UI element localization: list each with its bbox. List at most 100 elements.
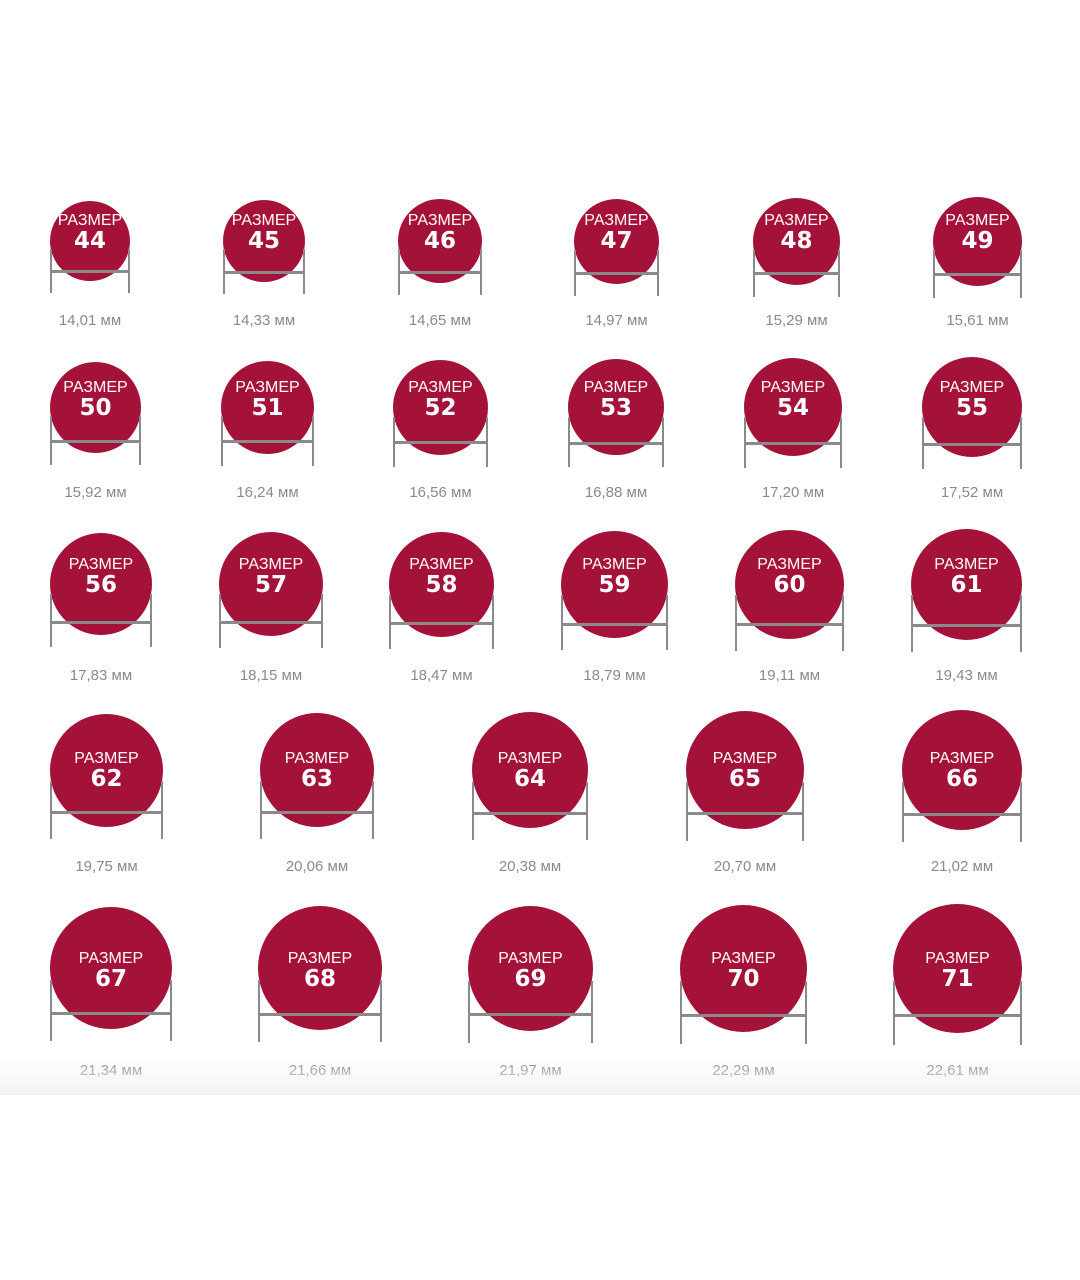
diameter-ruler-tick-left bbox=[744, 417, 746, 468]
size-number: 56 bbox=[84, 571, 117, 598]
size-number: 63 bbox=[300, 765, 333, 792]
diameter-label: 16,24 мм bbox=[236, 484, 299, 501]
size-text-group: РАЗМЕР 44 bbox=[58, 212, 122, 253]
diameter-ruler-line bbox=[911, 624, 1022, 627]
diameter-label: 19,75 мм bbox=[75, 858, 138, 875]
diameter-ruler-tick-right bbox=[1020, 595, 1022, 652]
diameter-ruler-line bbox=[50, 440, 141, 443]
size-text-group: РАЗМЕР 62 bbox=[74, 750, 138, 791]
size-circle: РАЗМЕР 71 bbox=[893, 904, 1022, 1033]
diameter-ruler-line bbox=[574, 272, 659, 275]
size-text-group: РАЗМЕР 71 bbox=[925, 950, 989, 991]
size-number: 62 bbox=[90, 766, 123, 792]
diameter-ruler-tick-left bbox=[472, 782, 474, 840]
diameter-ruler-line bbox=[50, 1012, 172, 1015]
size-number: 71 bbox=[941, 966, 974, 992]
diameter-ruler-line bbox=[735, 623, 844, 626]
size-word: РАЗМЕР bbox=[498, 950, 563, 967]
size-number: 48 bbox=[780, 228, 813, 254]
diameter-label: 20,06 мм bbox=[285, 858, 349, 875]
size-number: 65 bbox=[728, 765, 761, 792]
size-number: 45 bbox=[247, 227, 280, 254]
size-circle: РАЗМЕР 49 bbox=[933, 197, 1022, 286]
diameter-ruler-tick-right bbox=[842, 595, 844, 651]
size-word: РАЗМЕР bbox=[760, 378, 826, 396]
diameter-ruler-tick-right bbox=[802, 782, 804, 841]
diameter-ruler-tick-right bbox=[372, 781, 374, 839]
size-circle: РАЗМЕР 56 bbox=[50, 533, 152, 635]
size-word: РАЗМЕР bbox=[925, 950, 990, 967]
size-text-group: РАЗМЕР 45 bbox=[232, 212, 296, 253]
diameter-ruler-tick-right bbox=[150, 594, 152, 647]
diameter-ruler-tick-left bbox=[468, 981, 470, 1043]
diameter-label: 16,88 мм bbox=[584, 484, 648, 501]
diameter-label: 21,02 мм bbox=[930, 858, 994, 875]
size-text-group: РАЗМЕР 58 bbox=[409, 556, 473, 597]
diameter-ruler-line bbox=[922, 443, 1022, 446]
size-word: РАЗМЕР bbox=[407, 211, 473, 229]
size-text-group: РАЗМЕР 64 bbox=[498, 750, 562, 791]
size-word: РАЗМЕР bbox=[63, 379, 128, 396]
size-word: РАЗМЕР bbox=[939, 378, 1005, 396]
size-text-group: РАЗМЕР 49 bbox=[945, 212, 1009, 253]
diameter-label: 19,43 мм bbox=[935, 667, 998, 684]
size-circle: РАЗМЕР 59 bbox=[561, 531, 668, 638]
size-circle: РАЗМЕР 47 bbox=[574, 199, 659, 284]
diameter-ruler-tick-right bbox=[1020, 782, 1022, 842]
size-word: РАЗМЕР bbox=[757, 556, 822, 573]
size-text-group: РАЗМЕР 68 bbox=[288, 950, 352, 991]
diameter-ruler-tick-right bbox=[657, 250, 659, 296]
diameter-ruler-tick-right bbox=[666, 595, 668, 650]
diameter-ruler-tick-left bbox=[680, 981, 682, 1044]
diameter-ruler-tick-right bbox=[662, 417, 664, 467]
size-text-group: РАЗМЕР 48 bbox=[764, 212, 828, 253]
diameter-ruler-line bbox=[468, 1013, 593, 1016]
size-circle: РАЗМЕР 65 bbox=[686, 711, 804, 829]
diameter-ruler-tick-left bbox=[902, 782, 904, 842]
diameter-ruler-line bbox=[219, 621, 323, 624]
diameter-ruler-line bbox=[260, 811, 374, 814]
size-text-group: РАЗМЕР 54 bbox=[761, 379, 825, 420]
size-number: 69 bbox=[514, 966, 547, 992]
diameter-ruler-tick-left bbox=[219, 594, 221, 648]
size-text-group: РАЗМЕР 67 bbox=[79, 950, 143, 991]
diameter-label: 14,65 мм bbox=[408, 312, 472, 329]
diameter-label: 14,33 мм bbox=[232, 312, 296, 329]
size-number: 58 bbox=[425, 572, 458, 598]
size-text-group: РАЗМЕР 65 bbox=[713, 750, 777, 791]
size-word: РАЗМЕР bbox=[74, 750, 139, 767]
size-circle: РАЗМЕР 70 bbox=[680, 905, 807, 1032]
diameter-ruler-tick-right bbox=[1020, 250, 1022, 298]
size-circle: РАЗМЕР 60 bbox=[735, 530, 844, 639]
diameter-ruler-tick-left bbox=[50, 249, 52, 293]
size-text-group: РАЗМЕР 63 bbox=[285, 750, 349, 791]
diameter-ruler-tick-left bbox=[398, 249, 400, 295]
size-circle: РАЗМЕР 53 bbox=[568, 359, 664, 455]
diameter-label: 17,52 мм bbox=[940, 484, 1004, 501]
diameter-ruler-tick-left bbox=[50, 781, 52, 839]
size-number: 44 bbox=[73, 227, 106, 254]
diameter-ruler-tick-left bbox=[933, 250, 935, 298]
size-number: 54 bbox=[776, 394, 809, 421]
diameter-ruler-line bbox=[568, 442, 664, 445]
diameter-ruler-tick-right bbox=[805, 981, 807, 1044]
size-circle: РАЗМЕР 44 bbox=[50, 201, 130, 281]
size-number: 66 bbox=[945, 765, 978, 792]
blank-bottom-band bbox=[0, 1095, 1080, 1280]
size-circle: РАЗМЕР 61 bbox=[911, 529, 1022, 640]
diameter-ruler-line bbox=[389, 622, 494, 625]
diameter-ruler-tick-right bbox=[380, 980, 382, 1042]
diameter-ruler-tick-right bbox=[303, 249, 305, 294]
diameter-label: 18,15 мм bbox=[239, 667, 303, 684]
diameter-ruler-tick-left bbox=[258, 980, 260, 1042]
size-circle: РАЗМЕР 64 bbox=[472, 712, 588, 828]
diameter-ruler-tick-right bbox=[838, 250, 840, 297]
diameter-label: 17,20 мм bbox=[761, 484, 825, 501]
diameter-ruler-tick-left bbox=[735, 595, 737, 651]
size-text-group: РАЗМЕР 55 bbox=[940, 379, 1004, 420]
diameter-ruler-tick-right bbox=[139, 416, 141, 465]
size-number: 61 bbox=[950, 572, 983, 598]
size-number: 47 bbox=[600, 228, 633, 254]
size-number: 51 bbox=[251, 395, 284, 421]
size-word: РАЗМЕР bbox=[238, 555, 304, 573]
